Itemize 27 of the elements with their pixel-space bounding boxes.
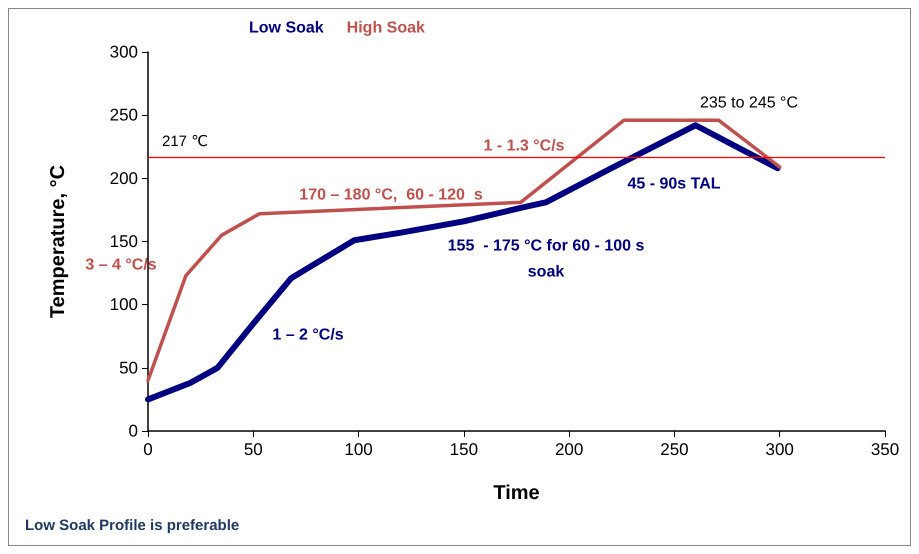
annotation: 45 - 90s TAL (627, 176, 721, 192)
y-tick-label: 50 (119, 358, 138, 378)
y-axis-title: Temperature, °C (47, 164, 69, 318)
y-tick-label: 250 (110, 106, 138, 125)
x-tick-label: 350 (870, 440, 900, 459)
y-tick-label: 150 (110, 232, 138, 251)
annotation: 1 - 1.3 °C/s (483, 138, 565, 154)
x-tick-label: 250 (660, 440, 689, 459)
x-tick-label: 300 (766, 440, 794, 459)
y-tick-label: 300 (110, 42, 138, 62)
annotation: 170 – 180 °C, 60 - 120 s (299, 186, 483, 204)
y-tick-label: 200 (110, 168, 138, 188)
x-tick-label: 0 (143, 440, 153, 459)
x-tick-label: 50 (244, 440, 263, 459)
x-tick-label: 100 (344, 440, 373, 459)
annotation: 235 to 245 °C (700, 94, 798, 112)
text: Low Soak Profile is preferable (25, 517, 240, 534)
ref-line-label: 217 ℃ (162, 132, 208, 150)
y-tick-label: 100 (110, 295, 138, 314)
annotation: 155 - 175 °C for 60 - 100 s soak (448, 238, 644, 280)
x-axis-title: Time (493, 482, 540, 504)
text: Low Soak (249, 20, 324, 36)
text: High Soak (346, 20, 426, 36)
x-tick-label: 200 (554, 440, 584, 459)
annotation: 1 – 2 °C/s (272, 326, 344, 344)
y-tick-label: 0 (128, 422, 138, 440)
x-tick-label: 150 (450, 440, 478, 459)
